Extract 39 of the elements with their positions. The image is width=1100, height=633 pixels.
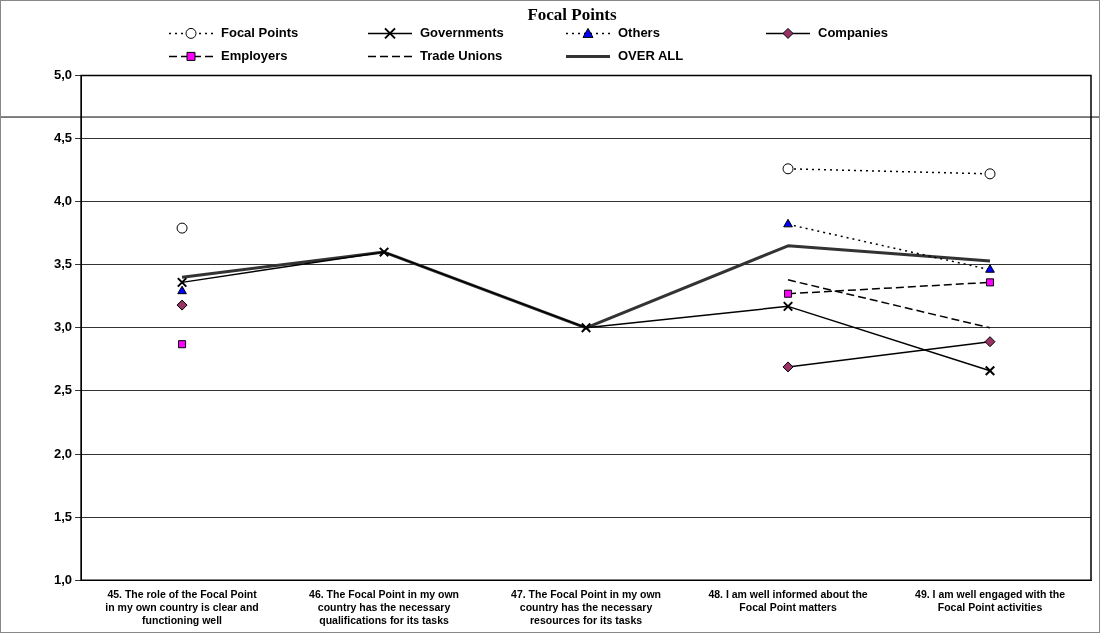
point bbox=[176, 222, 188, 234]
y-tick-label: 4,5 bbox=[53, 130, 73, 146]
y-tick-label: 5,0 bbox=[53, 66, 73, 82]
point bbox=[783, 289, 793, 298]
point bbox=[782, 301, 794, 312]
point bbox=[177, 285, 187, 295]
legend-label: Companies bbox=[818, 24, 889, 40]
x-tick-label: 47. The Focal Point in my own country has the necessary resources for its tasks bbox=[511, 588, 662, 626]
point bbox=[984, 336, 996, 348]
x-tick-label: 48. I am well informed about the Focal Point matters bbox=[708, 588, 868, 613]
y-tick-label: 2,5 bbox=[53, 382, 73, 398]
point bbox=[985, 278, 995, 287]
x-tick-label: 45. The role of the Focal Point in my own country is clear and functioning well bbox=[105, 588, 259, 626]
point bbox=[580, 322, 592, 334]
legend-label: Focal Points bbox=[221, 24, 299, 40]
point bbox=[176, 299, 188, 311]
y-tick-label: 2,0 bbox=[53, 445, 73, 461]
point bbox=[984, 168, 996, 180]
legend-label: Others bbox=[618, 24, 660, 40]
point bbox=[782, 163, 794, 175]
y-tick-label: 1,0 bbox=[53, 571, 73, 587]
point bbox=[782, 361, 794, 373]
point bbox=[984, 365, 996, 376]
point bbox=[985, 264, 995, 273]
legend-label: Governments bbox=[420, 24, 504, 40]
point bbox=[783, 218, 793, 228]
chart-title: Focal Points bbox=[527, 4, 617, 24]
legend-label: Employers bbox=[221, 47, 288, 63]
point bbox=[176, 277, 188, 288]
point bbox=[378, 246, 390, 258]
y-tick-label: 3,0 bbox=[53, 319, 73, 335]
y-tick-label: 3,5 bbox=[53, 256, 73, 272]
legend-label: OVER ALL bbox=[618, 47, 684, 63]
legend-label: Trade Unions bbox=[420, 47, 503, 63]
x-tick-label: 46. The Focal Point in my own country has the necessary qualifications for its tasks bbox=[309, 588, 460, 626]
y-tick-label: 1,5 bbox=[53, 508, 73, 524]
x-tick-label: 49. I am well engaged with the Focal Point activities bbox=[915, 588, 1066, 613]
y-tick-label: 4,0 bbox=[53, 193, 73, 209]
point bbox=[178, 340, 187, 349]
